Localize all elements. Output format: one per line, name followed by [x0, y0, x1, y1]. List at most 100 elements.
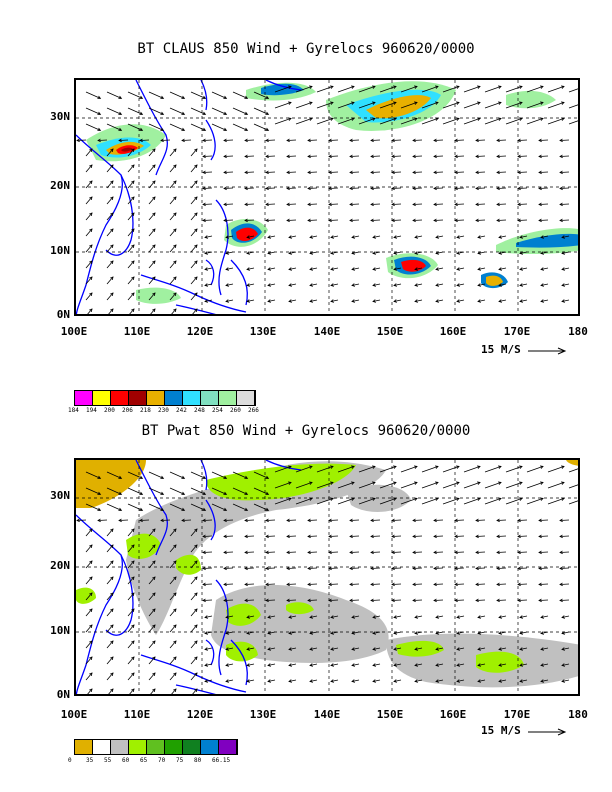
wind-arrow-head [194, 244, 198, 249]
wind-arrow [309, 267, 318, 270]
wind-arrow-head [351, 299, 355, 303]
wind-arrow-head [307, 170, 311, 175]
wind-arrow-head [328, 138, 332, 143]
wind-arrow-head [559, 534, 563, 539]
wind-arrow [148, 528, 156, 537]
wind-arrow-head [456, 267, 460, 271]
wind-arrow-head [173, 244, 177, 249]
wind-arrow-head [330, 631, 334, 635]
wind-arrow [370, 599, 381, 601]
wind-arrow-head [110, 640, 114, 645]
wind-arrow [328, 219, 339, 221]
wind-arrow-head [139, 491, 144, 496]
wind-arrow-head [538, 138, 542, 143]
wind-arrow [223, 535, 234, 537]
wind-arrow [517, 535, 528, 537]
wind-arrow [223, 187, 234, 189]
wind-arrow-head [131, 624, 135, 629]
wind-arrow-head [559, 138, 563, 143]
wind-arrow [454, 139, 465, 141]
wind-arrow [477, 267, 486, 270]
wind-arrow-head [131, 688, 135, 693]
wind-arrow-head [434, 465, 439, 469]
wind-arrow [108, 308, 114, 314]
wind-arrow-head [225, 283, 229, 287]
wind-arrow-head [349, 582, 353, 587]
wind-arrow-head [518, 465, 523, 469]
wind-arrow-head [131, 672, 135, 677]
wind-arrow [505, 482, 523, 489]
wind-arrow-head [391, 186, 395, 191]
wind-arrow [148, 503, 164, 511]
wind-arrow-head [267, 679, 271, 683]
wind-arrow-head [267, 631, 271, 635]
wind-arrow [561, 663, 570, 666]
wind-arrow-head [519, 615, 523, 619]
wind-arrow-head [475, 566, 479, 571]
wind-arrow-head [560, 101, 565, 105]
wind-arrow-head [309, 647, 313, 651]
wind-arrow-head [131, 576, 135, 581]
wind-arrow [372, 251, 381, 254]
wind-arrow [349, 155, 360, 157]
wind-arrow-head [139, 95, 144, 100]
wind-arrow-head [202, 95, 207, 100]
wind-arrow [391, 567, 402, 569]
wind-arrow [286, 567, 297, 569]
wind-arrow [274, 102, 292, 109]
wind-arrow-head [372, 615, 376, 619]
wind-arrow-head [181, 138, 185, 143]
wind-arrow-head [223, 186, 227, 191]
wind-arrow [232, 503, 248, 511]
wind-arrow-head [518, 101, 523, 105]
wind-arrow-head [456, 647, 460, 651]
wind-arrow [538, 187, 549, 189]
wind-arrow [328, 171, 339, 173]
wind-arrow [76, 519, 87, 521]
panel2-xlabel-140e: 140E [313, 708, 341, 721]
wind-arrow-head [392, 465, 397, 469]
wind-arrow [246, 235, 255, 238]
wind-arrow [372, 615, 381, 618]
wind-arrow-head [496, 598, 500, 603]
wind-arrow [232, 123, 248, 131]
wind-arrow [169, 656, 177, 665]
wind-arrow-head [202, 111, 207, 116]
wind-arrow-head [139, 127, 144, 132]
wind-arrow-head [173, 624, 177, 629]
wind-arrow [538, 519, 549, 521]
wind-arrow [202, 551, 213, 553]
wind-arrow [561, 679, 570, 682]
wind-arrow-head [223, 154, 227, 159]
wind-arrow [370, 551, 381, 553]
wind-arrow-head [223, 518, 227, 523]
wind-arrow-head [349, 598, 353, 603]
wind-arrow-head [131, 244, 135, 249]
wind-arrow [435, 235, 444, 238]
wind-arrow-head [173, 576, 177, 581]
wind-arrow [106, 91, 122, 99]
wind-arrow [295, 482, 313, 489]
wind-arrow [519, 267, 528, 270]
wind-arrow [97, 519, 108, 521]
wind-arrow-head [110, 164, 114, 169]
wind-arrow-head [152, 688, 156, 693]
wind-arrow [190, 180, 198, 189]
wind-arrow-head [265, 218, 269, 223]
wind-arrow [148, 148, 156, 157]
wind-arrow [391, 219, 402, 221]
wind-arrow [274, 118, 292, 125]
panel1-ylabel-0n: 0N [56, 308, 70, 321]
wind-arrow [202, 535, 213, 537]
colorbar-label: 218 [140, 407, 151, 414]
wind-arrow [295, 498, 313, 505]
wind-arrow [349, 519, 360, 521]
wind-arrow [547, 102, 565, 109]
wind-arrow-head [370, 582, 374, 587]
wind-arrow-head [246, 679, 250, 683]
wind-arrow-head [561, 235, 565, 239]
wind-arrow [435, 615, 444, 618]
wind-arrow-head [519, 283, 523, 287]
wind-arrow-head [97, 507, 102, 512]
wind-arrow [456, 615, 465, 618]
